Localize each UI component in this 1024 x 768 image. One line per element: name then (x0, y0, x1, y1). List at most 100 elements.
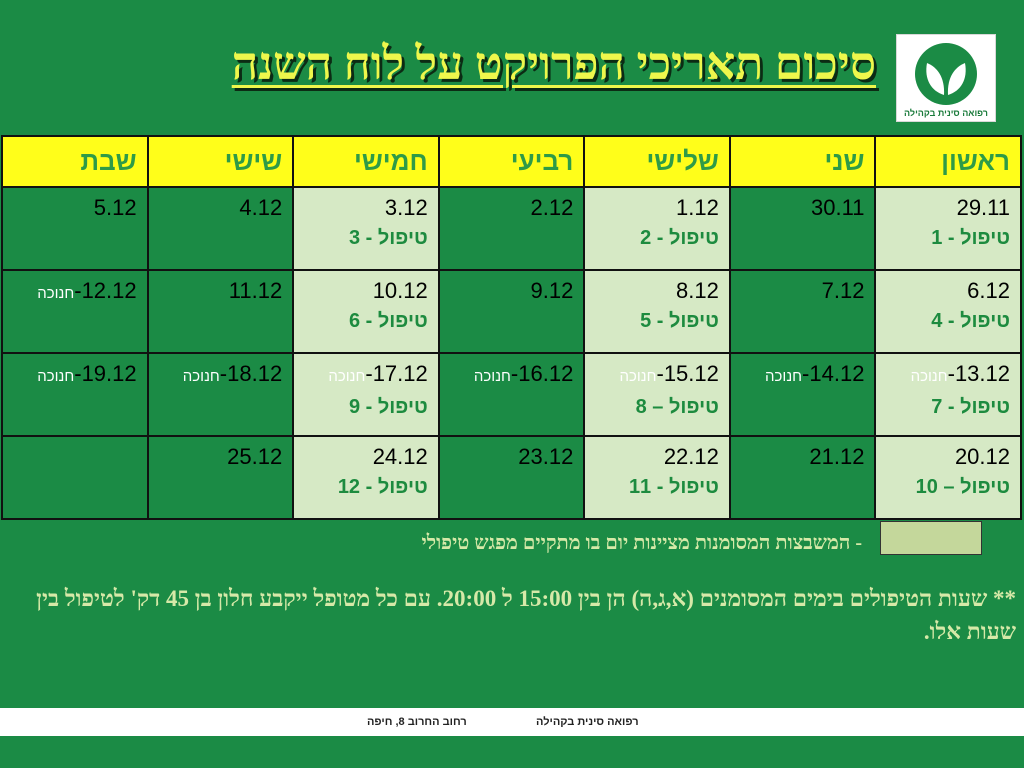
treatment-label: טיפול - 4 (931, 310, 1010, 332)
legend-swatch (880, 521, 982, 555)
date-value: 1.12 (676, 195, 719, 220)
holiday-label: חנוכה (619, 368, 657, 385)
calendar-week-row: 13.12-חנוכה טיפול - 7 14.12-חנוכה 15.12-חנו… (1, 352, 1022, 437)
calendar-day-cell: 10.12 טיפול - 6 (292, 269, 440, 354)
treatment-label: טיפול – 10 (915, 476, 1010, 498)
date-value: 15.12 (663, 361, 719, 386)
calendar-day-cell: 18.12-חנוכה (146, 352, 295, 437)
day-date: 6.12 (886, 278, 1010, 304)
calendar-day-cell: 15.12-חנוכה טיפול – 8 (583, 352, 731, 437)
calendar-week-row: 20.12 טיפול – 10 21.12 22.12 טיפול - 11 23.12… (1, 435, 1022, 520)
treatment-label: טיפול - 6 (348, 310, 428, 332)
day-date: 24.12 (304, 444, 428, 470)
day-header-thursday: חמישי (292, 135, 440, 188)
calendar-day-cell: 16.12-חנוכה (437, 352, 586, 437)
calendar-day-cell: 30.11 (728, 186, 877, 271)
date-value: 5.12 (93, 195, 137, 220)
logo: רפואה סינית בקהילה (896, 34, 996, 122)
day-date: 13.12-חנוכה (886, 361, 1010, 390)
calendar-day-cell: 24.12 טיפול - 12 (292, 435, 440, 520)
date-value: 20.12 (954, 444, 1010, 469)
date-value: 22.12 (663, 444, 719, 469)
day-date: 16.12-חנוכה (450, 361, 574, 390)
day-date: 22.12 (595, 444, 719, 470)
date-value: 9.12 (530, 278, 574, 303)
date-value: 4.12 (239, 195, 283, 220)
footer-org: רפואה סינית בקהילה (536, 716, 639, 728)
calendar-day-cell: 5.12 (1, 186, 149, 271)
day-date: 19.12-חנוכה (13, 361, 137, 390)
date-value: 14.12 (809, 361, 865, 386)
day-date: 11.12 (159, 278, 283, 304)
holiday-separator: - (74, 361, 82, 386)
holiday-separator: - (947, 361, 955, 386)
footer: רפואה סינית בקהילה רחוב החרוב 8, חיפה (0, 708, 1024, 736)
calendar-day-cell: 11.12 (146, 269, 295, 354)
calendar-day-cell: 17.12-חנוכה טיפול - 9 (292, 352, 440, 437)
day-date: 8.12 (595, 278, 719, 304)
calendar-day-cell: 29.11 טיפול - 1 (874, 186, 1022, 271)
calendar-day-cell: 3.12 טיפול - 3 (292, 186, 440, 271)
calendar-header-row: ראשון שני שלישי רביעי חמישי שישי שבת (1, 135, 1022, 188)
date-value: 6.12 (967, 278, 1010, 303)
calendar-day-cell: 2.12 (437, 186, 586, 271)
calendar-week-row: 29.11 טיפול - 1 30.11 1.12 טיפול - 2 2.12 3.12… (1, 186, 1022, 271)
calendar-day-cell: 23.12 (437, 435, 586, 520)
calendar-day-cell: 1.12 טיפול - 2 (583, 186, 731, 271)
treatment-label: טיפול - 11 (628, 476, 719, 498)
day-header-friday: שישי (146, 135, 295, 188)
calendar-day-cell: 4.12 (146, 186, 295, 271)
calendar-day-cell: 20.12 טיפול – 10 (874, 435, 1022, 520)
day-header-sunday: ראשון (874, 135, 1022, 188)
calendar-day-cell: 25.12 (146, 435, 295, 520)
date-value: 25.12 (227, 444, 283, 469)
day-date: 4.12 (159, 195, 283, 221)
date-value: 8.12 (676, 278, 719, 303)
day-date: 12.12-חנוכה (13, 278, 136, 307)
holiday-separator: - (802, 361, 810, 386)
date-value: 16.12 (518, 361, 574, 386)
day-header-monday: שני (728, 135, 877, 188)
treatment-label: טיפול - 12 (337, 476, 428, 498)
date-value: 21.12 (809, 444, 865, 469)
holiday-label: חנוכה (37, 368, 75, 385)
calendar-day-cell: 6.12 טיפול - 4 (874, 269, 1022, 354)
treatment-label: טיפול - 1 (931, 227, 1010, 249)
holiday-label: חנוכה (910, 368, 948, 385)
calendar-day-cell: 12.12-חנוכה (1, 269, 149, 354)
treatment-label: טיפול - 5 (640, 310, 719, 332)
schedule-note: ** שעות הטיפולים בימים המסומנים (א,ג,ה) … (36, 586, 1016, 644)
day-header-saturday: שבת (1, 135, 149, 188)
holiday-separator: - (510, 361, 519, 386)
treatment-label: טיפול – 8 (635, 396, 719, 418)
day-date: 10.12 (304, 278, 428, 304)
holiday-separator: - (656, 361, 664, 386)
day-date: 14.12-חנוכה (741, 361, 865, 390)
day-header-tuesday: שלישי (583, 135, 731, 188)
date-value: 10.12 (372, 278, 428, 303)
day-date: 23.12 (450, 444, 573, 470)
logo-text: רפואה סינית בקהילה (904, 108, 988, 118)
date-value: 13.12 (954, 361, 1010, 386)
date-value: 11.12 (228, 278, 283, 303)
date-value: 3.12 (384, 195, 428, 220)
calendar-table: ראשון שני שלישי רביעי חמישי שישי שבת 29.… (1, 135, 1022, 520)
calendar-day-cell: 13.12-חנוכה טיפול - 7 (874, 352, 1022, 437)
leaf-logo-icon (915, 43, 977, 105)
calendar-week-row: 6.12 טיפול - 4 7.12 8.12 טיפול - 5 9.12 10.12 ט… (1, 269, 1022, 354)
holiday-label: חנוכה (765, 368, 803, 385)
day-date: 18.12-חנוכה (159, 361, 282, 390)
day-date: 25.12 (159, 444, 283, 470)
date-value: 29.11 (956, 195, 1010, 220)
treatment-label: טיפול - 2 (640, 227, 719, 249)
date-value: 24.12 (372, 444, 428, 469)
date-value: 17.12 (372, 361, 428, 386)
calendar-day-cell: 7.12 (728, 269, 877, 354)
holiday-label: חנוכה (37, 285, 75, 302)
day-date: 2.12 (450, 195, 573, 221)
calendar-day-cell: 9.12 (437, 269, 586, 354)
date-value: 19.12 (81, 361, 137, 386)
treatment-label: טיפול - 9 (348, 396, 428, 418)
day-date: 3.12 (304, 195, 428, 221)
date-value: 7.12 (821, 278, 865, 303)
